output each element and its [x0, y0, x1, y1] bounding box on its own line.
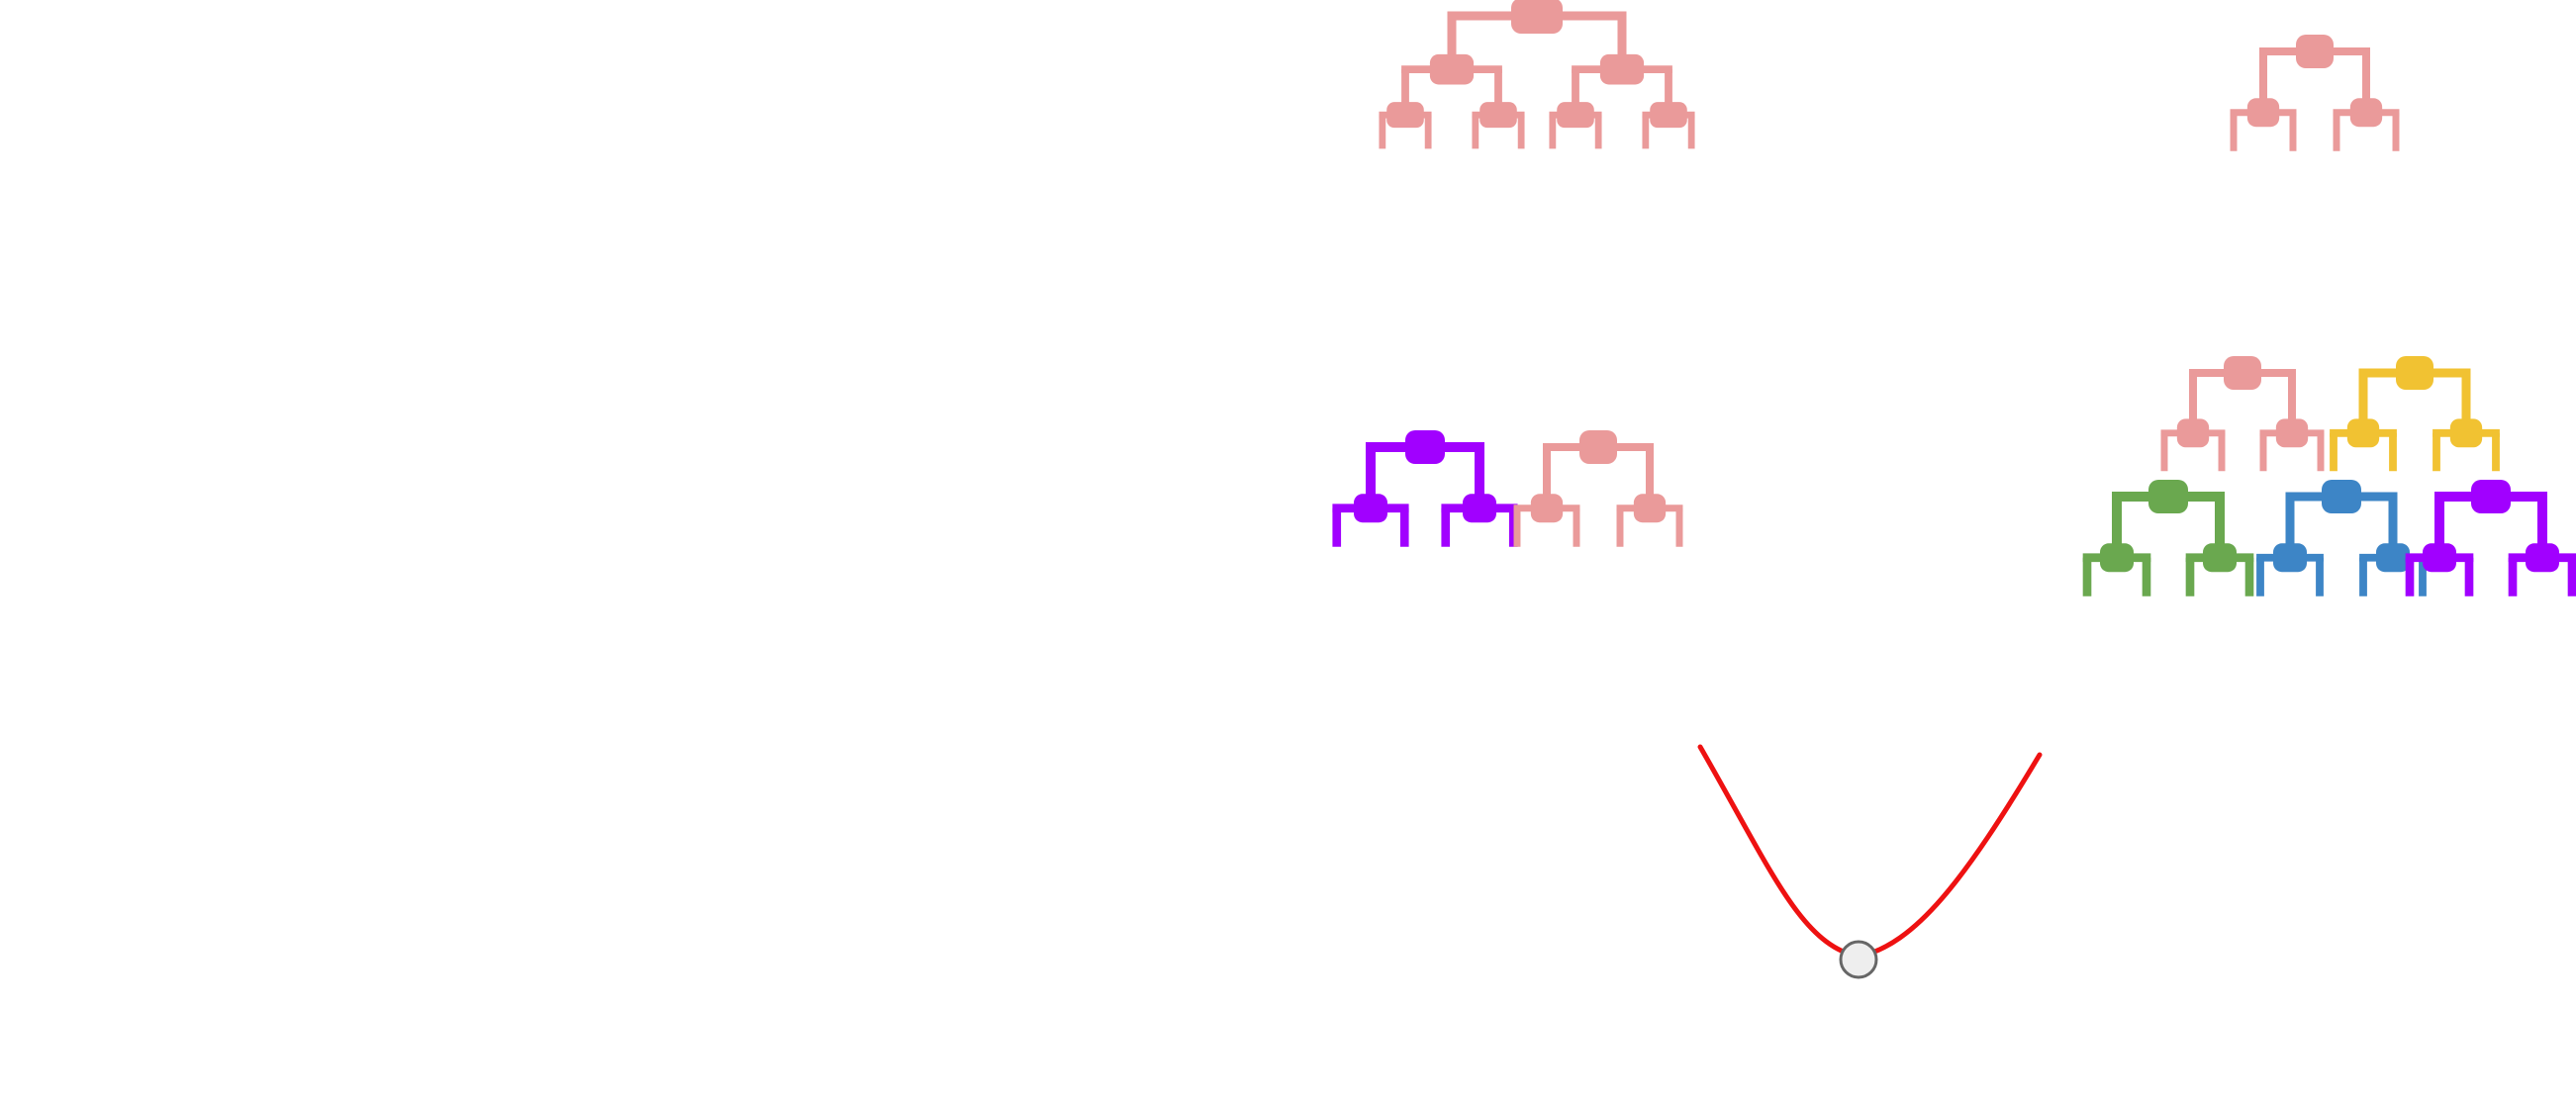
tree-cluster-green [2082, 480, 2254, 596]
tree-node [2423, 543, 2456, 573]
tree-node [1463, 494, 1496, 523]
tree-node [1386, 102, 1424, 129]
tree-mid-purple [1332, 430, 1518, 547]
tree-node [1429, 53, 1475, 85]
curve-minimum-marker[interactable] [1839, 940, 1878, 979]
tree-node [2246, 98, 2280, 128]
tree-node [2176, 418, 2210, 448]
tree-cluster-purple [2405, 480, 2576, 596]
tree-node [1479, 102, 1517, 129]
tree-node [2526, 543, 2559, 573]
tree-node [2471, 480, 2511, 513]
red-curve [1697, 744, 2043, 960]
tree-top-large [1379, 0, 1695, 149]
tree-node [1650, 102, 1687, 129]
tree-node [1579, 430, 1617, 464]
tree-cluster-blue [2256, 480, 2427, 596]
tree-node [1530, 494, 1564, 523]
tree-node [2224, 356, 2261, 390]
tree-node [2376, 543, 2410, 573]
tree-mid-pink [1513, 430, 1683, 547]
tree-node [1354, 494, 1387, 523]
tree-node [2273, 543, 2307, 573]
tree-node [2148, 480, 2188, 513]
tree-node [2349, 98, 2383, 128]
tree-node [2275, 418, 2309, 448]
tree-node [1405, 430, 1445, 464]
loss-curve-group [1697, 744, 2043, 979]
tree-cluster-pink [2160, 356, 2325, 472]
trees-layer [1332, 0, 2576, 596]
tree-node [1633, 494, 1667, 523]
tree-node [2346, 418, 2380, 448]
tree-node [2396, 356, 2433, 390]
tree-top-small [2230, 35, 2400, 151]
tree-node [2203, 543, 2237, 573]
tree-node [2322, 480, 2361, 513]
tree-node [2100, 543, 2134, 573]
tree-node [1511, 0, 1563, 34]
tree-cluster-yellow [2330, 356, 2500, 472]
tree-node [1599, 53, 1645, 85]
tree-node [2449, 418, 2483, 448]
tree-node [1557, 102, 1594, 129]
tree-node [2296, 35, 2334, 68]
